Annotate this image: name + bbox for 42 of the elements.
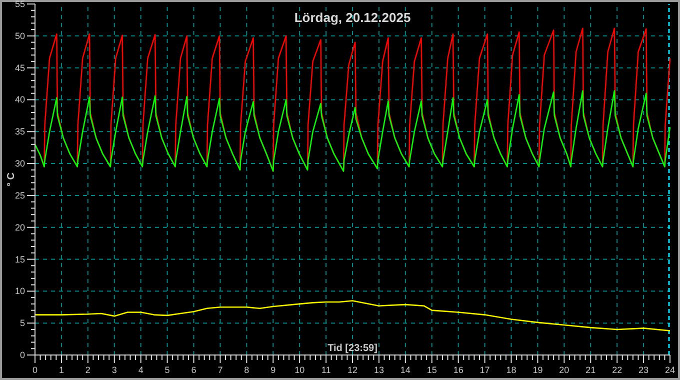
y-tick-label: 35: [14, 126, 25, 137]
x-tick-label: 23: [638, 365, 649, 375]
x-tick-label: 22: [612, 365, 622, 375]
x-tick-label: 3: [112, 365, 117, 375]
y-tick-label: 10: [14, 286, 25, 296]
line-series: [34, 90, 671, 172]
y-tick-label: 45: [14, 62, 25, 73]
x-tick-label: 6: [191, 365, 196, 375]
x-tick-label: 8: [244, 365, 250, 375]
x-tick-label: 2: [85, 365, 90, 375]
x-tick-label: 0: [32, 365, 38, 375]
y-tick-label: 55: [14, 0, 25, 9]
x-tick-label: 11: [321, 365, 331, 375]
x-tick-label: 18: [506, 365, 516, 375]
y-tick-label: 15: [14, 254, 25, 264]
y-tick-label: 20: [14, 222, 25, 232]
y-tick-label: 5: [20, 318, 25, 328]
x-tick-label: 7: [218, 365, 223, 375]
y-tick-label: 0: [20, 350, 25, 360]
x-tick-label: 1: [58, 365, 64, 375]
x-tick-label: 16: [453, 365, 464, 375]
x-tick-label: 21: [586, 365, 596, 375]
y-tick-label: 30: [14, 158, 25, 169]
x-tick-label: 4: [138, 365, 144, 375]
text: Lördag, 20.12.2025: [294, 10, 411, 25]
y-tick-label: 25: [14, 190, 25, 200]
x-tick-label: 5: [164, 365, 170, 375]
x-axis-title: Tid [23:59]: [328, 343, 378, 354]
x-tick-label: 14: [400, 365, 410, 375]
y-axis-title: ° C: [6, 172, 17, 186]
x-tick-label: 10: [294, 365, 305, 375]
x-tick-label: 12: [347, 365, 358, 375]
y-tick-label: 50: [14, 30, 25, 41]
y-tick-label: 40: [14, 94, 25, 105]
x-tick-label: 13: [374, 365, 384, 375]
x-tick-label: 15: [426, 365, 437, 375]
line-series: [34, 300, 671, 332]
x-tick-label: 17: [480, 365, 490, 375]
x-tick-label: 24: [664, 365, 676, 375]
x-tick-label: 19: [532, 365, 543, 375]
x-tick-label: 20: [559, 365, 570, 375]
x-tick-label: 9: [270, 365, 276, 375]
